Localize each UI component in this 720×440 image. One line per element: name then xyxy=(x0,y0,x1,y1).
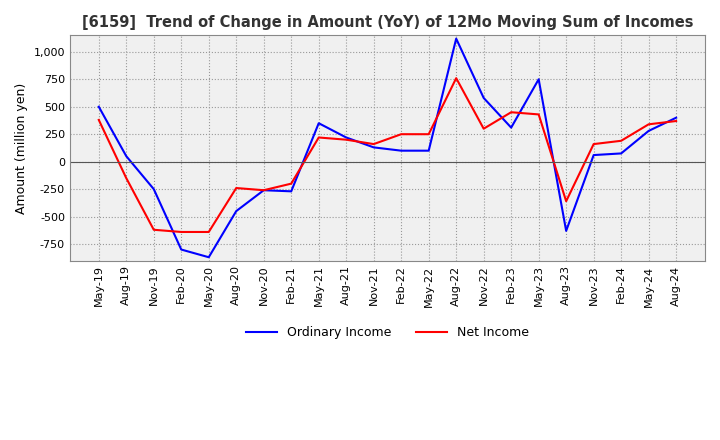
Net Income xyxy=(452,76,461,81)
Ordinary Income xyxy=(644,128,653,134)
Net Income xyxy=(480,126,488,132)
Net Income xyxy=(534,112,543,117)
Ordinary Income xyxy=(287,189,295,194)
Net Income xyxy=(672,118,680,124)
Net Income xyxy=(424,132,433,137)
Net Income xyxy=(562,198,570,204)
Net Income xyxy=(204,229,213,235)
Ordinary Income xyxy=(672,115,680,121)
Ordinary Income xyxy=(617,151,626,156)
Line: Net Income: Net Income xyxy=(99,78,676,232)
Ordinary Income xyxy=(122,154,130,159)
Ordinary Income xyxy=(452,36,461,41)
Net Income xyxy=(287,181,295,186)
Net Income xyxy=(644,122,653,127)
Net Income xyxy=(232,185,240,191)
Ordinary Income xyxy=(562,228,570,234)
Legend: Ordinary Income, Net Income: Ordinary Income, Net Income xyxy=(240,321,534,345)
Net Income xyxy=(259,187,268,193)
Ordinary Income xyxy=(204,255,213,260)
Net Income xyxy=(342,137,351,142)
Ordinary Income xyxy=(342,135,351,140)
Title: [6159]  Trend of Change in Amount (YoY) of 12Mo Moving Sum of Incomes: [6159] Trend of Change in Amount (YoY) o… xyxy=(81,15,693,30)
Net Income xyxy=(397,132,405,137)
Ordinary Income xyxy=(397,148,405,153)
Ordinary Income xyxy=(94,104,103,110)
Ordinary Income xyxy=(480,95,488,101)
Ordinary Income xyxy=(424,148,433,153)
Ordinary Income xyxy=(369,145,378,150)
Net Income xyxy=(617,138,626,143)
Ordinary Income xyxy=(590,152,598,158)
Ordinary Income xyxy=(232,209,240,214)
Ordinary Income xyxy=(259,187,268,193)
Y-axis label: Amount (million yen): Amount (million yen) xyxy=(15,82,28,213)
Ordinary Income xyxy=(534,77,543,82)
Line: Ordinary Income: Ordinary Income xyxy=(99,39,676,257)
Ordinary Income xyxy=(315,121,323,126)
Ordinary Income xyxy=(177,247,186,252)
Net Income xyxy=(507,110,516,115)
Net Income xyxy=(369,141,378,147)
Net Income xyxy=(315,135,323,140)
Net Income xyxy=(590,141,598,147)
Net Income xyxy=(177,229,186,235)
Ordinary Income xyxy=(150,187,158,192)
Ordinary Income xyxy=(507,125,516,130)
Net Income xyxy=(122,176,130,181)
Net Income xyxy=(150,227,158,232)
Net Income xyxy=(94,117,103,123)
